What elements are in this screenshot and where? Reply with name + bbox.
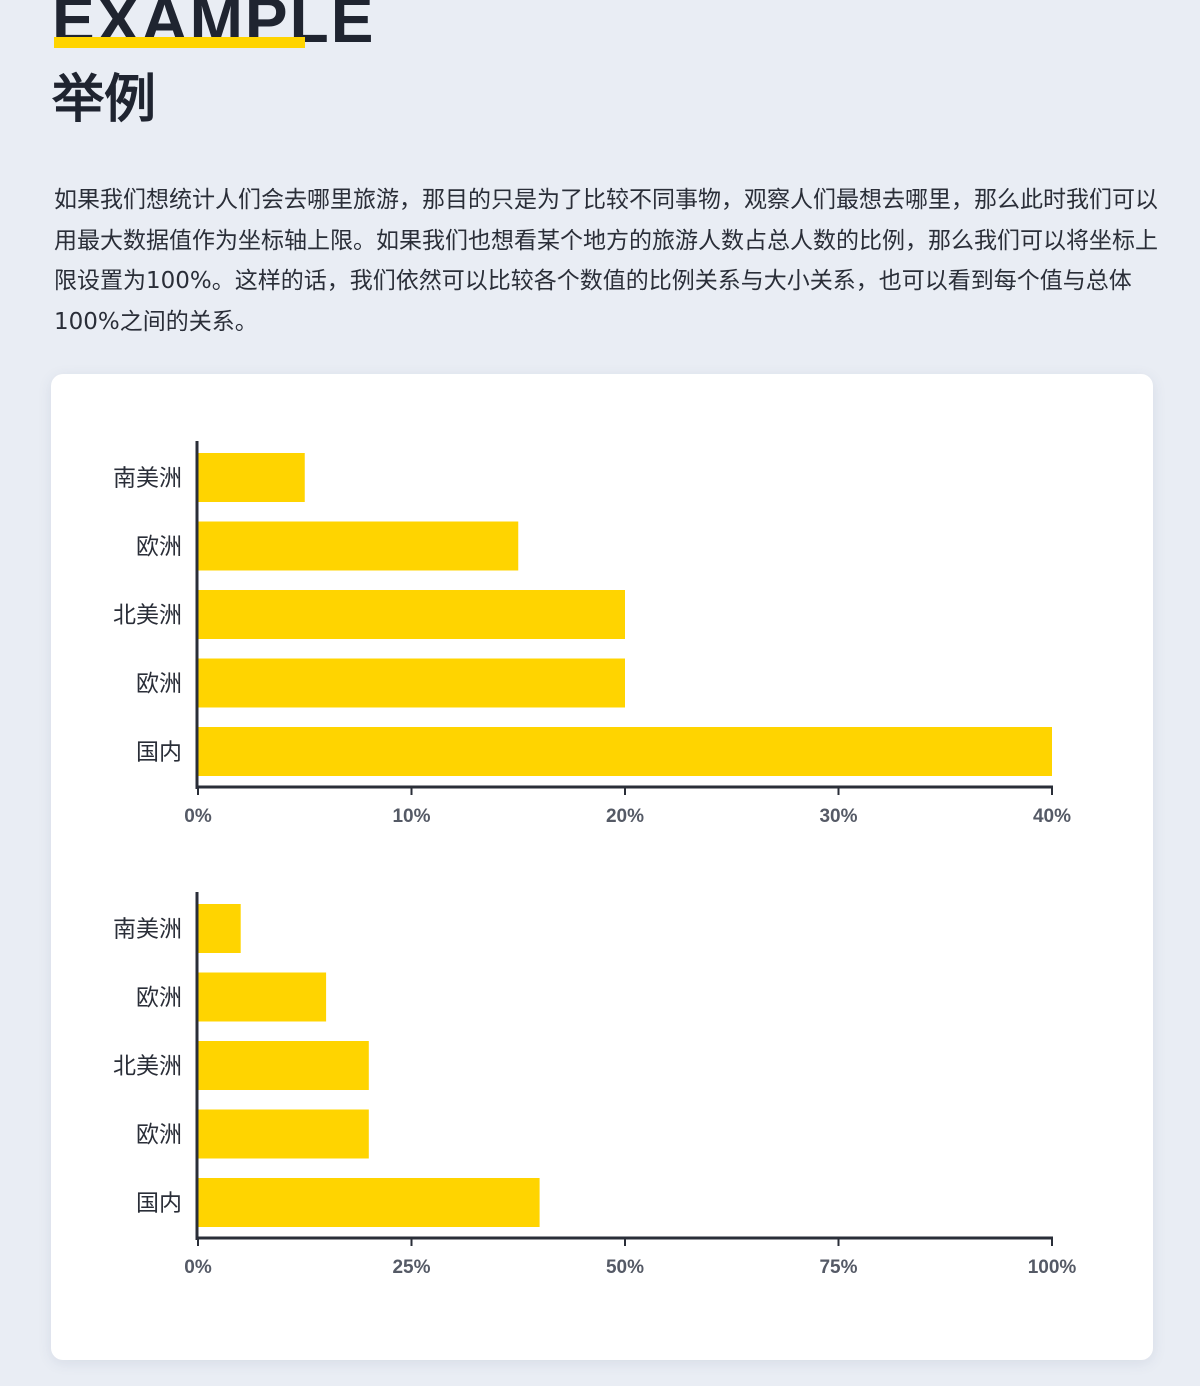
x-tick-label: 30% bbox=[819, 806, 857, 827]
title-chinese: 举例 bbox=[52, 70, 157, 130]
bar bbox=[198, 658, 625, 708]
x-tick-label: 50% bbox=[606, 1257, 644, 1278]
bar bbox=[198, 1178, 540, 1227]
x-tick-label: 25% bbox=[392, 1257, 430, 1278]
description-paragraph: 如果我们想统计人们会去哪里旅游，那目的只是为了比较不同事物，观察人们最想去哪里，… bbox=[54, 187, 1158, 335]
category-label: 欧洲 bbox=[136, 1122, 182, 1148]
bar bbox=[198, 1041, 369, 1090]
category-label: 南美洲 bbox=[113, 917, 182, 943]
x-tick-label: 20% bbox=[606, 806, 644, 827]
category-label: 北美洲 bbox=[113, 1054, 182, 1080]
bar bbox=[198, 972, 327, 1022]
category-label: 南美洲 bbox=[113, 466, 182, 492]
bar bbox=[198, 1109, 369, 1159]
bar bbox=[198, 727, 1052, 776]
x-tick-label: 10% bbox=[392, 806, 430, 827]
chart-card: 南美洲 欧洲 北美洲 欧洲 国内 0% 10% 20% 30% 40% 南美洲 欧洲 北美洲 欧洲 国内 0%… bbox=[51, 374, 1153, 1360]
bar bbox=[198, 521, 519, 571]
x-tick-label: 75% bbox=[819, 1257, 857, 1278]
x-tick-label: 0% bbox=[184, 806, 212, 827]
category-label: 北美洲 bbox=[113, 603, 182, 629]
title-block: EXAMPLE 举例 bbox=[52, 0, 652, 140]
x-tick-label: 0% bbox=[184, 1257, 212, 1278]
category-label: 欧洲 bbox=[136, 671, 182, 697]
bar bbox=[198, 904, 241, 953]
category-label: 国内 bbox=[136, 740, 182, 766]
category-label: 国内 bbox=[136, 1191, 182, 1217]
x-tick-label: 100% bbox=[1028, 1257, 1077, 1278]
x-tick-label: 40% bbox=[1033, 806, 1071, 827]
bar bbox=[198, 590, 625, 639]
category-label: 欧洲 bbox=[136, 985, 182, 1011]
bar bbox=[198, 453, 305, 502]
title-highlight-bar bbox=[54, 37, 305, 48]
category-label: 欧洲 bbox=[136, 534, 182, 560]
